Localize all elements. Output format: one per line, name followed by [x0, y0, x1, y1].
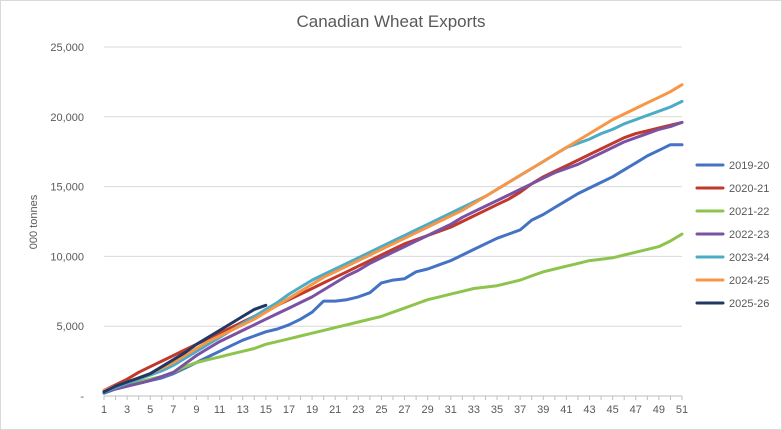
- y-tick-label: 20,000: [50, 112, 84, 124]
- series-line-2025-26: [102, 303, 268, 394]
- legend-label: 2021-22: [729, 206, 769, 218]
- x-tick-label: 35: [491, 404, 503, 416]
- x-tick-label: 33: [468, 404, 480, 416]
- chart-title: Canadian Wheat Exports: [296, 12, 486, 31]
- x-tick-label: 23: [352, 404, 364, 416]
- x-tick-label: 1: [101, 404, 107, 416]
- x-tick-label: 49: [653, 404, 665, 416]
- x-tick-label: 7: [170, 404, 176, 416]
- y-tick-label: -: [80, 391, 84, 403]
- legend-label: 2024-25: [729, 275, 769, 287]
- x-tick-label: 43: [583, 404, 595, 416]
- legend-label: 2020-21: [729, 183, 769, 195]
- x-tick-label: 5: [147, 404, 153, 416]
- x-tick-label: 51: [676, 404, 688, 416]
- series-line-2024-25: [102, 83, 684, 392]
- legend-label: 2025-26: [729, 298, 769, 310]
- y-tick-label: 5,000: [56, 321, 84, 333]
- x-tick-label: 9: [193, 404, 199, 416]
- legend-label: 2022-23: [729, 229, 769, 241]
- y-tick-label: 10,000: [50, 251, 84, 263]
- x-tick-label: 13: [237, 404, 249, 416]
- legend-label: 2019-20: [729, 160, 769, 172]
- x-tick-label: 37: [514, 404, 526, 416]
- x-tick-label: 11: [214, 404, 225, 416]
- x-tick-label: 45: [607, 404, 619, 416]
- series-line-2021-22: [102, 232, 684, 394]
- series-line-2022-23: [102, 120, 684, 394]
- y-tick-label: 25,000: [50, 42, 84, 54]
- x-tick-label: 15: [260, 404, 272, 416]
- x-tick-label: 39: [537, 404, 549, 416]
- y-tick-label: 15,000: [50, 182, 84, 194]
- x-tick-label: 19: [306, 404, 318, 416]
- x-tick-label: 29: [422, 404, 434, 416]
- x-tick-label: 21: [329, 404, 341, 416]
- x-tick-label: 3: [124, 404, 130, 416]
- series-line-2023-24: [102, 99, 684, 394]
- x-tick-label: 17: [283, 404, 295, 416]
- x-tick-label: 41: [560, 404, 572, 416]
- x-tick-label: 27: [398, 404, 410, 416]
- x-tick-label: 47: [630, 404, 642, 416]
- x-tick-label: 25: [375, 404, 387, 416]
- x-tick-label: 31: [445, 404, 457, 416]
- legend-label: 2023-24: [729, 252, 769, 264]
